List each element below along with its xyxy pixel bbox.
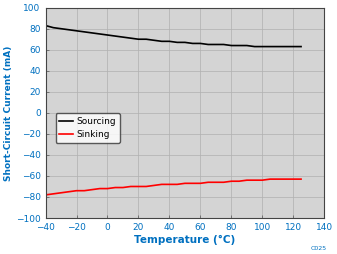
Sourcing (144, 38, 148, 41)
Sinking (160, 183, 164, 186)
Sinking (222, 181, 226, 184)
Sinking (90, 188, 94, 191)
Sinking (299, 178, 303, 181)
Sourcing (206, 43, 210, 46)
Sourcing (222, 43, 226, 46)
Sourcing (51, 26, 55, 29)
Sourcing (299, 45, 303, 48)
Sinking (268, 178, 272, 181)
Sinking (82, 189, 86, 192)
Sinking (144, 185, 148, 188)
Sinking (136, 185, 141, 188)
Line: Sourcing: Sourcing (45, 26, 301, 46)
Sourcing (245, 44, 249, 47)
Sinking (252, 179, 256, 182)
Sourcing (276, 45, 280, 48)
Sourcing (252, 45, 256, 48)
Sourcing (260, 45, 264, 48)
Sourcing (229, 44, 234, 47)
Sinking (214, 181, 218, 184)
Legend: Sourcing, Sinking: Sourcing, Sinking (56, 113, 120, 143)
Sourcing (82, 30, 86, 33)
Sinking (291, 178, 295, 181)
Sourcing (105, 34, 110, 37)
Sinking (51, 192, 55, 195)
Y-axis label: Short-Circuit Current (mA): Short-Circuit Current (mA) (4, 45, 13, 181)
Sinking (105, 187, 110, 190)
Sourcing (59, 27, 63, 30)
Sinking (67, 190, 71, 193)
Sinking (245, 179, 249, 182)
Sourcing (268, 45, 272, 48)
Sourcing (237, 44, 241, 47)
Sinking (276, 178, 280, 181)
Sinking (74, 189, 79, 192)
Sinking (260, 179, 264, 182)
Sinking (183, 182, 187, 185)
Sourcing (43, 24, 48, 27)
Sourcing (291, 45, 295, 48)
Sourcing (129, 37, 133, 40)
Sinking (175, 183, 179, 186)
Sinking (206, 181, 210, 184)
Line: Sinking: Sinking (45, 179, 301, 195)
Sourcing (191, 42, 195, 45)
Sourcing (90, 31, 94, 35)
Sinking (167, 183, 172, 186)
Sourcing (98, 33, 102, 36)
Sourcing (67, 28, 71, 31)
Sourcing (198, 42, 203, 45)
Sourcing (121, 36, 125, 39)
Sourcing (113, 35, 117, 38)
Sourcing (175, 41, 179, 44)
Sinking (237, 180, 241, 183)
Sinking (113, 186, 117, 189)
Sinking (59, 191, 63, 194)
Text: C025: C025 (311, 246, 327, 251)
Sourcing (152, 39, 156, 42)
Sinking (229, 180, 234, 183)
Sinking (152, 184, 156, 187)
Sourcing (167, 40, 172, 43)
Sinking (198, 182, 203, 185)
Sinking (129, 185, 133, 188)
Sourcing (74, 29, 79, 32)
Sinking (121, 186, 125, 189)
Sinking (283, 178, 287, 181)
Sourcing (136, 38, 141, 41)
Sinking (191, 182, 195, 185)
Sinking (43, 193, 48, 196)
Sourcing (160, 40, 164, 43)
X-axis label: Temperature (°C): Temperature (°C) (134, 235, 236, 245)
Sourcing (214, 43, 218, 46)
Sourcing (283, 45, 287, 48)
Sinking (98, 187, 102, 190)
Sourcing (183, 41, 187, 44)
